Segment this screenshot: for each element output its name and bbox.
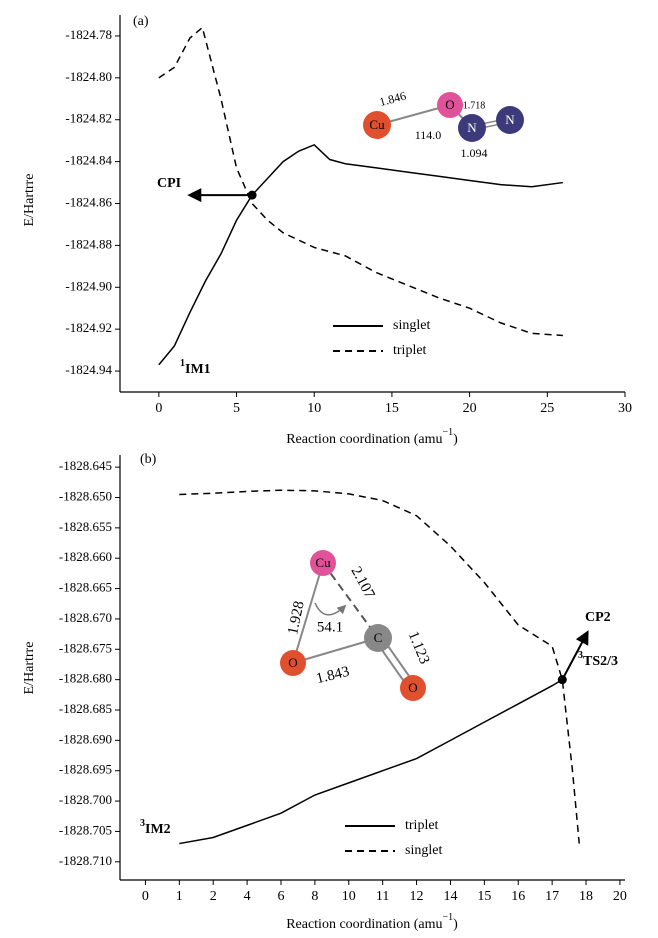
x-tick-label: 20 xyxy=(463,401,477,416)
y-tick-label: -1824.80 xyxy=(65,69,112,84)
x-tick-label: 1 xyxy=(176,889,183,904)
y-tick-label: -1824.86 xyxy=(65,194,112,209)
atom-label: N xyxy=(467,120,477,135)
x-tick-label: 18 xyxy=(579,889,593,904)
y-tick-label: -1824.94 xyxy=(65,362,112,377)
y-axis-label: E/Hartrre xyxy=(22,174,37,227)
legend-label: singlet xyxy=(393,318,430,333)
legend-label: triplet xyxy=(405,818,439,833)
y-tick-label: -1828.690 xyxy=(59,731,112,746)
bond-length: 1.928 xyxy=(285,600,308,636)
x-tick-label: 20 xyxy=(613,889,627,904)
atom-label: N xyxy=(505,112,515,127)
y-tick-label: -1828.680 xyxy=(59,671,112,686)
y-tick-label: -1828.660 xyxy=(59,549,112,564)
y-tick-label: -1828.700 xyxy=(59,792,112,807)
atom-label: O xyxy=(288,655,297,670)
x-tick-label: 12 xyxy=(410,889,424,904)
x-axis-label-text: Reaction coordination (amu xyxy=(286,432,442,447)
x-axis-label-text: Reaction coordination (amu xyxy=(286,917,442,932)
bond-length: 1.094 xyxy=(461,146,488,160)
y-tick-label: -1824.88 xyxy=(65,236,112,251)
x-axis-label-suffix: ) xyxy=(453,432,458,447)
atom-label: O xyxy=(408,680,417,695)
x-tick-label: 25 xyxy=(540,401,554,416)
y-tick-label: -1828.655 xyxy=(59,519,112,534)
atom-label: O xyxy=(445,97,454,112)
y-tick-label: -1828.645 xyxy=(59,458,112,473)
y-tick-label: -1828.710 xyxy=(59,853,112,868)
x-axis-label-superscript: −1 xyxy=(442,427,453,438)
series-line xyxy=(159,28,563,336)
y-tick-label: -1828.665 xyxy=(59,580,112,595)
annotation: 3IM2 xyxy=(140,818,171,837)
atom-label: C xyxy=(374,630,383,645)
x-axis-label-superscript: −1 xyxy=(442,912,453,923)
x-tick-label: 2 xyxy=(210,889,217,904)
panel-label: (a) xyxy=(133,14,149,29)
x-axis-label-suffix: ) xyxy=(453,917,458,932)
x-tick-label: 14 xyxy=(443,889,457,904)
annotation: CP2 xyxy=(585,610,611,625)
x-tick-label: 0 xyxy=(142,889,149,904)
bond-length: 1.718 xyxy=(463,100,486,111)
y-tick-label: -1828.685 xyxy=(59,701,112,716)
atom-label: Cu xyxy=(315,555,331,570)
x-tick-label: 8 xyxy=(311,889,318,904)
legend-label: triplet xyxy=(393,343,427,358)
crossing-point xyxy=(248,191,257,200)
x-tick-label: 16 xyxy=(511,889,525,904)
figure: (a) CPI 1IM1 Cu O N N 1.846 1.718 114.0 … xyxy=(0,0,658,938)
x-tick-label: 4 xyxy=(244,889,251,904)
panel-label: (b) xyxy=(140,452,157,467)
x-tick-label: 15 xyxy=(477,889,491,904)
y-tick-label: -1824.78 xyxy=(65,27,112,42)
y-tick-label: -1824.92 xyxy=(65,320,112,335)
y-tick-label: -1824.82 xyxy=(65,111,112,126)
y-tick-label: -1828.670 xyxy=(59,610,112,625)
bond-length: 1.123 xyxy=(405,629,432,666)
series-line xyxy=(159,145,563,365)
series-line xyxy=(179,680,562,844)
bond-angle: 54.1 xyxy=(317,619,343,635)
x-axis-label: Reaction coordination (amu−1) xyxy=(286,427,458,447)
x-tick-label: 15 xyxy=(385,401,399,416)
legend-label: singlet xyxy=(405,843,442,858)
x-axis-label: Reaction coordination (amu−1) xyxy=(286,912,458,932)
annotation: CPI xyxy=(157,176,181,191)
x-tick-label: 10 xyxy=(342,889,356,904)
y-tick-label: -1828.705 xyxy=(59,822,112,837)
molecule-inset: Cu O N N 1.846 1.718 114.0 1.094 xyxy=(363,89,524,160)
x-tick-label: 6 xyxy=(277,889,284,904)
atom-label: Cu xyxy=(369,117,385,132)
y-axis-label: E/Hartrre xyxy=(22,642,37,695)
annotation-text: IM1 xyxy=(185,362,211,377)
molecule-inset: Cu O C O 1.928 2.107 54.1 1.843 1.123 xyxy=(280,550,432,701)
annotation: 1IM1 xyxy=(180,358,211,377)
bond-angle: 114.0 xyxy=(415,128,442,142)
x-tick-label: 11 xyxy=(376,889,389,904)
annotation: 3TS2/3 xyxy=(578,650,618,669)
y-tick-label: -1824.84 xyxy=(65,153,112,168)
crossing-point xyxy=(558,675,567,684)
y-tick-label: -1828.695 xyxy=(59,762,112,777)
x-tick-label: 17 xyxy=(545,889,559,904)
x-tick-label: 10 xyxy=(307,401,321,416)
y-tick-label: -1824.90 xyxy=(65,278,112,293)
annotation-text: IM2 xyxy=(145,822,171,837)
y-tick-label: -1828.650 xyxy=(59,488,112,503)
bond-length: 1.846 xyxy=(378,89,408,110)
x-tick-label: 0 xyxy=(155,401,162,416)
series-line xyxy=(179,490,579,843)
y-tick-label: -1828.675 xyxy=(59,640,112,655)
x-tick-label: 30 xyxy=(618,401,632,416)
x-tick-label: 5 xyxy=(233,401,240,416)
bond-length: 2.107 xyxy=(348,564,378,602)
bond-length: 1.843 xyxy=(315,664,352,688)
annotation-text: TS2/3 xyxy=(583,654,618,669)
